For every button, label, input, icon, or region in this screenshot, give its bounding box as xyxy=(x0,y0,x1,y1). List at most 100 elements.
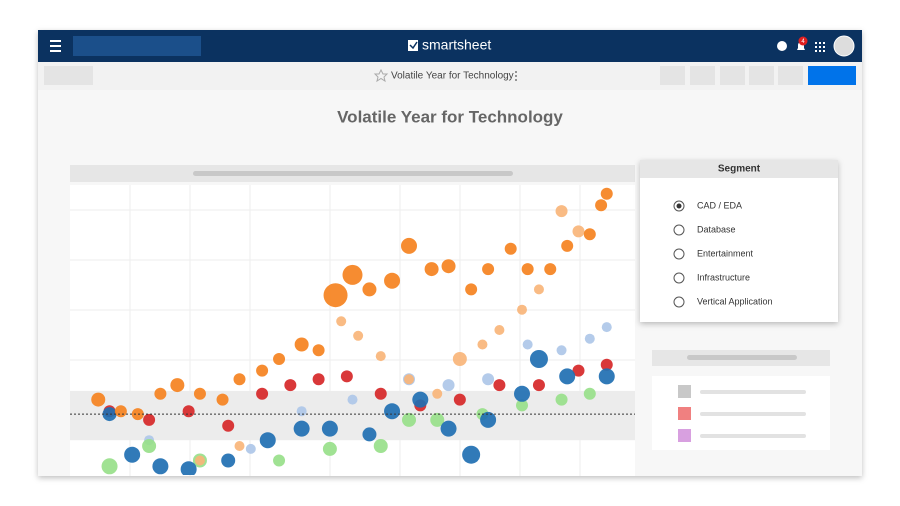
bubble xyxy=(293,420,310,437)
bubble xyxy=(233,373,246,386)
bubble xyxy=(533,284,544,295)
search-box[interactable] xyxy=(73,36,201,56)
plot xyxy=(70,187,635,475)
bubble xyxy=(544,263,557,276)
bubble xyxy=(342,264,363,285)
bubble xyxy=(182,405,195,418)
bubble xyxy=(256,364,269,377)
bubble xyxy=(323,283,348,308)
segment-panel xyxy=(640,160,838,322)
toolbar-button[interactable] xyxy=(690,66,715,85)
bubble xyxy=(273,454,286,467)
bubble xyxy=(336,316,347,327)
bubble xyxy=(514,385,530,402)
bubble xyxy=(412,391,429,408)
toolbar-button[interactable] xyxy=(749,66,774,85)
bubble xyxy=(284,379,297,392)
radio-selected xyxy=(676,203,682,209)
bubble xyxy=(404,374,414,385)
bubble xyxy=(131,408,144,421)
bubble xyxy=(441,259,456,274)
bubble xyxy=(384,272,401,289)
bubble xyxy=(517,304,527,315)
bubble xyxy=(234,441,245,451)
bubble xyxy=(256,387,269,400)
legend-placeholder xyxy=(700,412,806,416)
toolbar-button[interactable] xyxy=(720,66,745,85)
legend-title-placeholder xyxy=(687,355,797,360)
segment-option[interactable]: Infrastructure xyxy=(697,272,750,282)
bubble xyxy=(91,392,106,407)
bubble xyxy=(340,370,353,383)
bubble xyxy=(152,458,169,475)
bubble xyxy=(322,441,337,456)
bubble xyxy=(465,283,478,296)
logo: smartsheet xyxy=(422,37,491,53)
bubble xyxy=(102,407,117,422)
toolbar-button[interactable] xyxy=(778,66,803,85)
bubble xyxy=(353,330,364,341)
bubble xyxy=(143,413,156,426)
bubble xyxy=(522,339,533,350)
radio-button[interactable] xyxy=(673,248,685,260)
bubble xyxy=(142,439,157,453)
bubble xyxy=(101,458,118,475)
bubble xyxy=(321,420,338,437)
bubble xyxy=(180,461,197,475)
bubble xyxy=(595,199,608,212)
bubble xyxy=(170,378,185,393)
bubble xyxy=(374,387,387,400)
segment-option[interactable]: CAD / EDA xyxy=(697,200,742,210)
logo-icon xyxy=(408,40,418,51)
bubble xyxy=(114,405,127,418)
bubble xyxy=(482,263,495,276)
favorite-star[interactable] xyxy=(373,68,389,83)
bubble xyxy=(477,339,488,350)
bubble xyxy=(362,282,377,297)
dashboard-title: Volatile Year for Technology xyxy=(337,107,563,126)
avatar[interactable] xyxy=(833,35,855,57)
legend-swatch xyxy=(678,385,691,398)
radio-button[interactable] xyxy=(673,296,685,308)
bubble xyxy=(430,412,445,427)
more-icon[interactable] xyxy=(515,71,517,81)
radio-button[interactable] xyxy=(673,224,685,236)
bubble xyxy=(521,263,534,276)
bubble xyxy=(375,351,386,362)
segment-option[interactable]: Database xyxy=(697,224,736,234)
primary-button[interactable] xyxy=(808,66,856,85)
bubble xyxy=(273,353,286,365)
segment-header xyxy=(640,160,838,178)
apps-icon[interactable] xyxy=(815,42,825,52)
bubble xyxy=(245,443,256,454)
bubble xyxy=(221,453,236,468)
bubble xyxy=(401,237,417,254)
segment-option[interactable]: Entertainment xyxy=(697,248,754,258)
bubble xyxy=(529,350,548,368)
bubble xyxy=(561,239,574,252)
toolbar-button[interactable] xyxy=(660,66,685,85)
legend-placeholder xyxy=(700,434,806,438)
bubble xyxy=(440,420,457,437)
bubble xyxy=(600,187,613,200)
bubble xyxy=(559,368,576,385)
bubble xyxy=(504,242,517,255)
bubble xyxy=(556,345,567,356)
legend-swatch xyxy=(678,429,691,442)
segment-option[interactable]: Vertical Application xyxy=(697,296,773,306)
bubble xyxy=(194,455,205,466)
bubble xyxy=(583,387,596,400)
bubble xyxy=(424,262,439,277)
menu-icon[interactable] xyxy=(50,40,61,52)
bubble xyxy=(193,387,206,400)
help-icon[interactable] xyxy=(777,41,787,51)
bubble xyxy=(572,364,585,377)
bubble xyxy=(555,205,568,218)
radio-button[interactable] xyxy=(673,272,685,284)
bubble xyxy=(347,394,358,405)
toolbar-button[interactable] xyxy=(44,66,93,85)
bubble xyxy=(402,412,416,427)
legend-placeholder xyxy=(700,390,806,394)
bubble xyxy=(555,393,568,406)
